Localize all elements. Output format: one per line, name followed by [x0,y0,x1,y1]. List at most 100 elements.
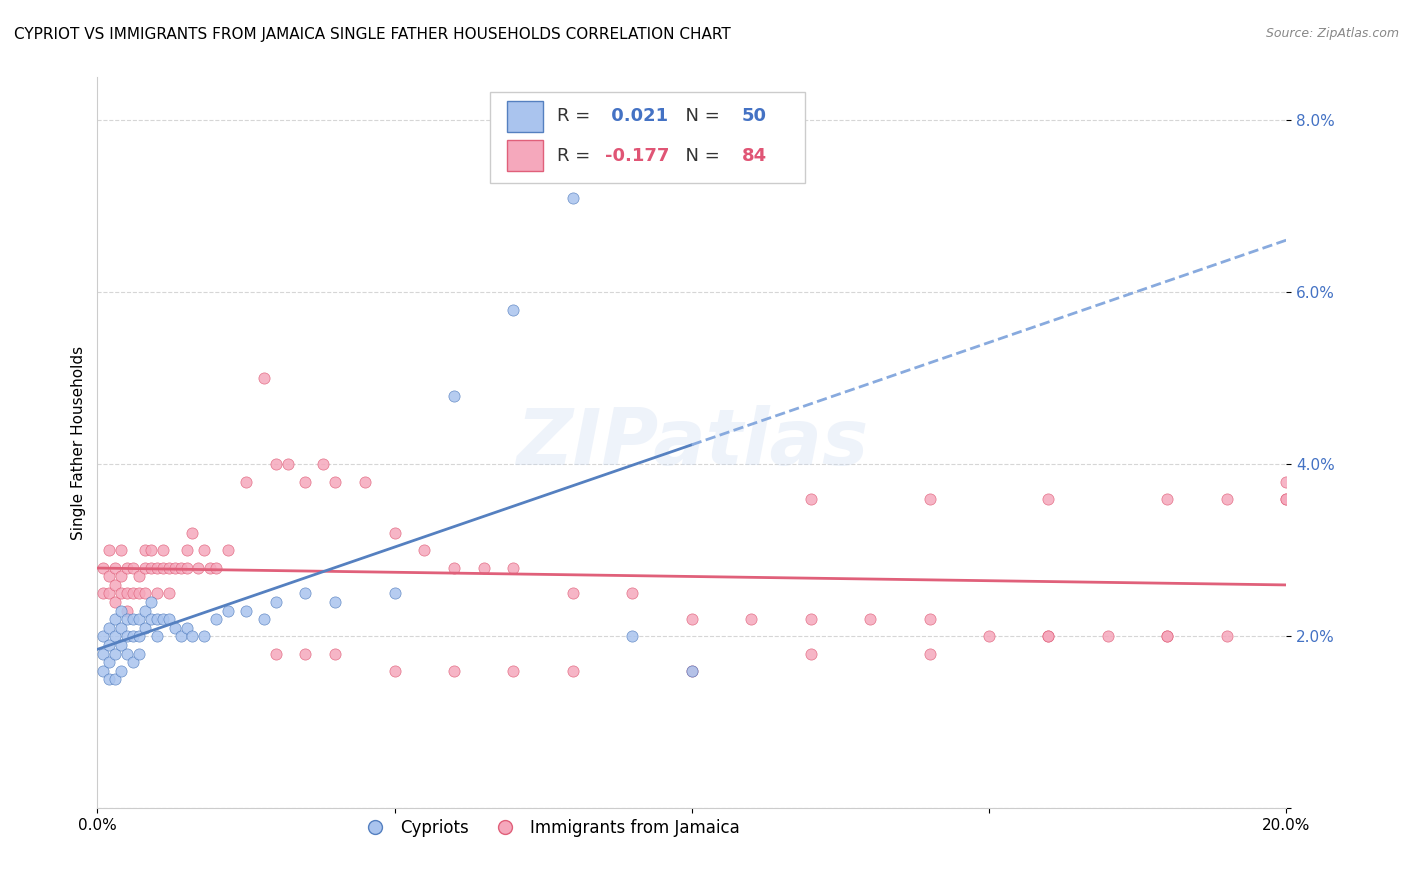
Point [134,604,156,618]
FancyBboxPatch shape [489,92,804,184]
Y-axis label: Single Father Households: Single Father Households [72,346,86,540]
Point [800,647,823,661]
Point [146,630,169,644]
Point [104,578,127,592]
Point [139,612,162,626]
Point [157,560,180,574]
Point [128,586,150,600]
Point [681,664,703,678]
Point [443,664,465,678]
Point [193,543,215,558]
Point [146,586,169,600]
Point [1275,475,1298,489]
Point [152,612,174,626]
FancyBboxPatch shape [508,101,543,131]
Point [561,586,583,600]
Point [384,664,406,678]
Point [384,526,406,541]
Point [146,560,169,574]
Point [104,630,127,644]
Point [181,630,204,644]
Point [98,655,121,669]
Point [918,612,941,626]
Point [169,630,191,644]
Point [294,475,316,489]
Point [122,630,145,644]
Point [502,560,524,574]
Point [98,543,121,558]
Point [561,191,583,205]
Point [176,560,198,574]
Point [294,586,316,600]
Point [800,612,823,626]
Point [134,586,156,600]
Point [134,621,156,635]
FancyBboxPatch shape [508,140,543,171]
Point [1275,491,1298,506]
Point [128,647,150,661]
Point [413,543,436,558]
Point [134,560,156,574]
Point [193,630,215,644]
Text: N =: N = [673,107,725,125]
Text: 84: 84 [742,146,766,165]
Point [918,491,941,506]
Point [1038,630,1060,644]
Point [115,630,138,644]
Point [91,630,114,644]
Point [323,595,346,609]
Point [115,604,138,618]
Point [110,569,132,583]
Point [217,543,239,558]
Point [104,647,127,661]
Point [1215,491,1237,506]
Point [163,560,186,574]
Point [205,560,228,574]
Point [217,604,239,618]
Point [235,475,257,489]
Point [139,595,162,609]
Text: CYPRIOT VS IMMIGRANTS FROM JAMAICA SINGLE FATHER HOUSEHOLDS CORRELATION CHART: CYPRIOT VS IMMIGRANTS FROM JAMAICA SINGL… [14,27,731,42]
Point [800,491,823,506]
Point [1156,491,1178,506]
Point [472,560,495,574]
Point [253,612,276,626]
Point [122,655,145,669]
Point [104,612,127,626]
Text: 0.021: 0.021 [605,107,668,125]
Point [264,647,287,661]
Point [621,586,644,600]
Point [122,586,145,600]
Point [146,612,169,626]
Point [110,621,132,635]
Point [91,664,114,678]
Text: N =: N = [673,146,725,165]
Point [169,560,191,574]
Point [1097,630,1119,644]
Point [918,647,941,661]
Point [502,302,524,317]
Point [621,630,644,644]
Point [110,638,132,652]
Point [1156,630,1178,644]
Point [104,673,127,687]
Point [187,560,209,574]
Point [139,560,162,574]
Point [115,647,138,661]
Point [110,543,132,558]
Point [157,612,180,626]
Point [1038,630,1060,644]
Point [1275,491,1298,506]
Point [128,630,150,644]
Point [502,664,524,678]
Point [323,475,346,489]
Point [128,612,150,626]
Point [157,586,180,600]
Point [110,664,132,678]
Point [110,586,132,600]
Point [163,621,186,635]
Point [115,612,138,626]
Text: R =: R = [557,107,596,125]
Point [353,475,375,489]
Point [200,560,222,574]
